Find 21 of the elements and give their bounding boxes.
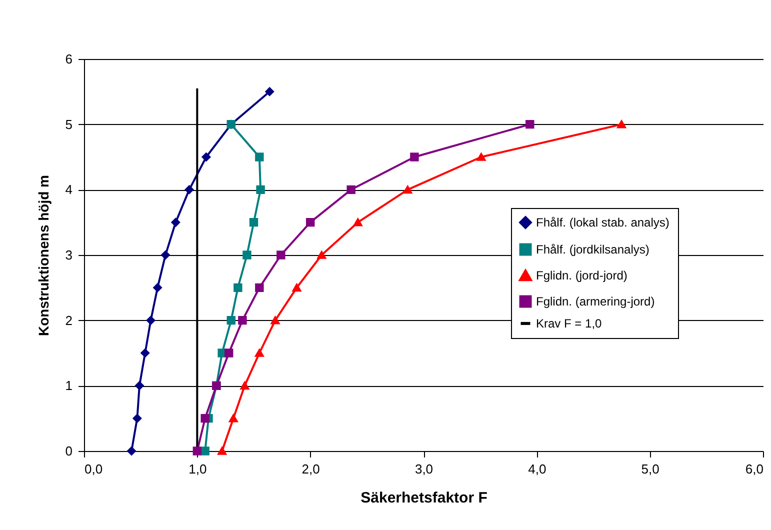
legend-label: Fhålf. (lokal stab. analys) (536, 215, 670, 230)
legend-label: Krav F = 1,0 (536, 316, 602, 330)
legend-label: Fglidn. (jord-jord) (536, 268, 628, 282)
x-tick-label: 2,0 (302, 462, 320, 476)
legend-label: Fhålf. (jordkilsanalys) (536, 242, 650, 256)
y-tick-label: 4 (65, 182, 72, 198)
y-tick-label: 5 (65, 116, 72, 132)
legend-label: Fglidn. (armering-jord) (536, 294, 655, 308)
x-tick-label: 0,0 (84, 462, 103, 476)
x-axis-title: Säkerhetsfaktor F (360, 490, 488, 506)
y-axis-title: Konstruktionens höjd m (35, 175, 52, 336)
x-tick-label: 5,0 (641, 462, 660, 476)
y-tick-label: 2 (65, 312, 72, 328)
y-tick-label: 3 (65, 248, 72, 262)
x-tick-label: 3,0 (414, 462, 434, 476)
x-tick-label: 4,0 (528, 462, 546, 476)
y-tick-label: 0 (65, 444, 72, 458)
y-tick-label: 1 (65, 378, 72, 394)
x-tick-label: 1,0 (188, 462, 207, 476)
x-tick-label: 6,0 (745, 462, 764, 476)
y-tick-label: 6 (65, 52, 72, 66)
